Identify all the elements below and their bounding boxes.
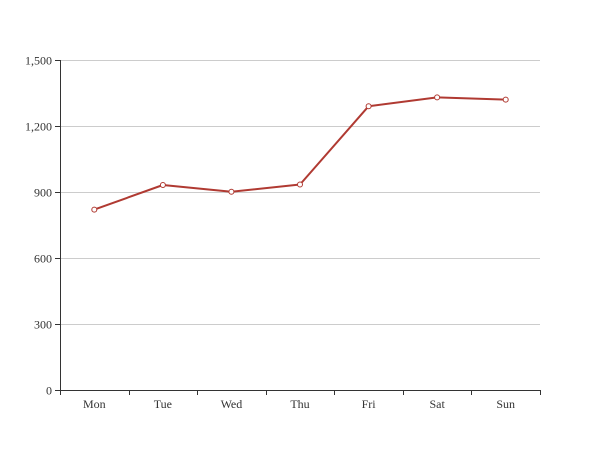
y-tick-label-1: 300 — [34, 318, 52, 332]
y-tick-label-4: 1,200 — [25, 120, 52, 134]
x-tick-label-wed: Wed — [221, 397, 243, 411]
data-point-fri — [365, 103, 372, 110]
x-tick-label-mon: Mon — [83, 397, 106, 411]
x-tick-label-sat: Sat — [429, 397, 445, 411]
data-point-sun — [502, 96, 509, 103]
y-tick-label-5: 1,500 — [25, 54, 52, 68]
y-tick-label-0: 0 — [46, 384, 52, 398]
tick-labels: 0 300 600 900 1,200 1,500 Mon Tue Wed Thu Fri Sat Su… — [25, 54, 515, 412]
x-tick-label-thu: Thu — [290, 397, 309, 411]
data-point-mon — [91, 206, 98, 213]
data-point-tue — [159, 182, 166, 188]
y-tick-label-2: 600 — [34, 252, 52, 266]
x-tick-label-sun: Sun — [496, 397, 515, 411]
data-point-wed — [228, 188, 235, 195]
series-layer — [91, 94, 509, 213]
x-tick-label-fri: Fri — [362, 397, 377, 411]
data-point-sat — [434, 94, 441, 101]
data-point-thu — [297, 181, 303, 188]
y-tick-label-3: 900 — [34, 186, 52, 200]
x-tick-label-tue: Tue — [154, 397, 172, 411]
axes — [55, 60, 541, 395]
grid-lines — [60, 60, 540, 325]
